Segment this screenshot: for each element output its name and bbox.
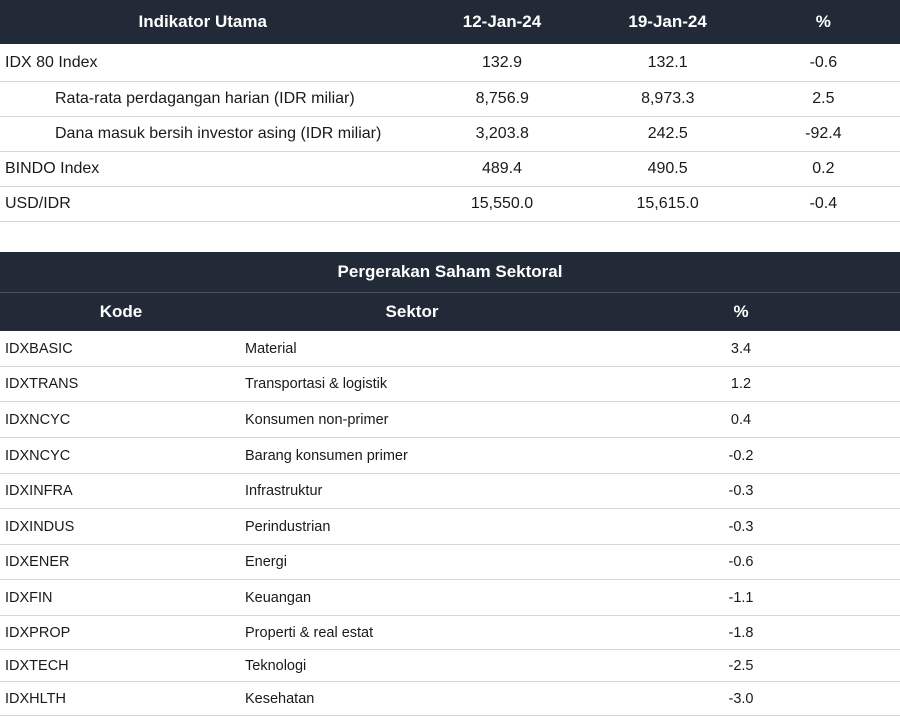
row-value-2: 490.5 <box>647 160 688 177</box>
header-kode: Kode <box>99 302 143 321</box>
sector-pct: -0.3 <box>728 518 754 535</box>
table-row: IDXPROP Properti & real estat -1.8 <box>0 616 900 650</box>
sektoral-body: IDXBASIC Material 3.4 IDXTRANS Transportasi … <box>0 331 900 716</box>
header-indikator: Indikator Utama <box>138 12 267 31</box>
table-row: USD/IDR 15,550.0 15,615.0 -0.4 <box>0 187 900 222</box>
row-pct: 0.2 <box>812 160 835 177</box>
sektoral-header-row: Kode Sektor % <box>0 293 900 331</box>
row-label: Dana masuk bersih investor asing (IDR mi… <box>55 125 382 142</box>
sector-code: IDXTECH <box>5 657 69 674</box>
row-value-1: 489.4 <box>481 160 523 177</box>
sector-pct: -0.3 <box>728 483 754 499</box>
sector-name: Infrastruktur <box>245 483 323 499</box>
row-label: BINDO Index <box>5 160 100 177</box>
sector-code: IDXINFRA <box>5 483 73 499</box>
sector-name: Kesehatan <box>245 690 315 707</box>
sector-pct: -2.5 <box>728 657 754 674</box>
table-row: IDX 80 Index 132.9 132.1 -0.6 <box>0 44 900 82</box>
header-date-2: 19-Jan-24 <box>628 12 707 31</box>
row-label: Rata-rata perdagangan harian (IDR miliar… <box>55 90 355 107</box>
row-value-1: 3,203.8 <box>475 125 529 142</box>
row-pct: -0.6 <box>809 53 838 71</box>
sector-pct: -0.6 <box>728 554 754 570</box>
sector-name: Konsumen non-primer <box>245 411 389 428</box>
table-row: IDXBASIC Material 3.4 <box>0 331 900 367</box>
sector-name: Keuangan <box>245 589 312 606</box>
sector-pct: -3.0 <box>728 690 754 707</box>
table-row: IDXNCYC Konsumen non-primer 0.4 <box>0 402 900 438</box>
table-row: IDXFIN Keuangan -1.1 <box>0 580 900 616</box>
table-row: Dana masuk bersih investor asing (IDR mi… <box>0 117 900 152</box>
sector-name: Barang konsumen primer <box>245 447 408 464</box>
table-row: IDXTECH Teknologi -2.5 <box>0 650 900 682</box>
sector-pct: -0.2 <box>728 447 754 464</box>
sector-name: Energi <box>245 554 287 570</box>
row-pct: -92.4 <box>805 125 842 142</box>
sector-code: IDXNCYC <box>5 411 71 428</box>
sector-name: Material <box>245 340 297 357</box>
sector-name: Perindustrian <box>245 518 331 535</box>
table-row: IDXINFRA Infrastruktur -0.3 <box>0 474 900 509</box>
sector-code: IDXENER <box>5 554 70 570</box>
table-row: IDXINDUS Perindustrian -0.3 <box>0 509 900 545</box>
sector-name: Teknologi <box>245 657 307 674</box>
sector-code: IDXNCYC <box>5 447 71 464</box>
sector-pct: -1.1 <box>728 589 754 606</box>
row-pct: 2.5 <box>812 90 835 107</box>
row-pct: -0.4 <box>809 195 838 212</box>
row-label: IDX 80 Index <box>5 53 98 71</box>
header-pct: % <box>733 302 749 321</box>
table-row: IDXENER Energi -0.6 <box>0 545 900 580</box>
row-value-2: 15,615.0 <box>636 195 699 212</box>
indikator-header-row: Indikator Utama 12-Jan-24 19-Jan-24 % <box>0 0 900 44</box>
table-row: IDXTRANS Transportasi & logistik 1.2 <box>0 367 900 402</box>
row-value-2: 132.1 <box>647 53 688 71</box>
sector-code: IDXFIN <box>5 589 53 606</box>
sector-pct: 3.4 <box>730 340 752 357</box>
row-value-1: 8,756.9 <box>475 90 529 107</box>
sector-code: IDXTRANS <box>5 376 79 392</box>
sector-pct: 1.2 <box>730 376 752 392</box>
row-value-2: 242.5 <box>647 125 688 142</box>
sector-name: Transportasi & logistik <box>245 376 388 392</box>
row-value-1: 132.9 <box>481 53 523 71</box>
header-date-1: 12-Jan-24 <box>462 12 542 31</box>
indikator-utama-table: Indikator Utama 12-Jan-24 19-Jan-24 % ID… <box>0 0 900 222</box>
table-row: BINDO Index 489.4 490.5 0.2 <box>0 152 900 187</box>
sektoral-title: Pergerakan Saham Sektoral <box>0 252 900 293</box>
sektoral-table: Pergerakan Saham Sektoral Kode Sektor % … <box>0 252 900 716</box>
table-row: IDXHLTH Kesehatan -3.0 <box>0 682 900 716</box>
row-value-2: 8,973.3 <box>641 90 695 107</box>
table-row: IDXNCYC Barang konsumen primer -0.2 <box>0 438 900 474</box>
sector-code: IDXINDUS <box>5 518 75 535</box>
header-pct: % <box>815 12 831 31</box>
sector-pct: 0.4 <box>730 411 752 428</box>
sector-code: IDXBASIC <box>5 340 73 357</box>
sector-pct: -1.8 <box>728 624 754 641</box>
row-value-1: 15,550.0 <box>470 195 534 212</box>
sector-code: IDXPROP <box>5 624 71 641</box>
header-sektor: Sektor <box>385 302 439 321</box>
sector-name: Properti & real estat <box>245 624 374 641</box>
table-row: Rata-rata perdagangan harian (IDR miliar… <box>0 82 900 117</box>
row-label: USD/IDR <box>5 195 71 212</box>
sector-code: IDXHLTH <box>5 690 66 707</box>
